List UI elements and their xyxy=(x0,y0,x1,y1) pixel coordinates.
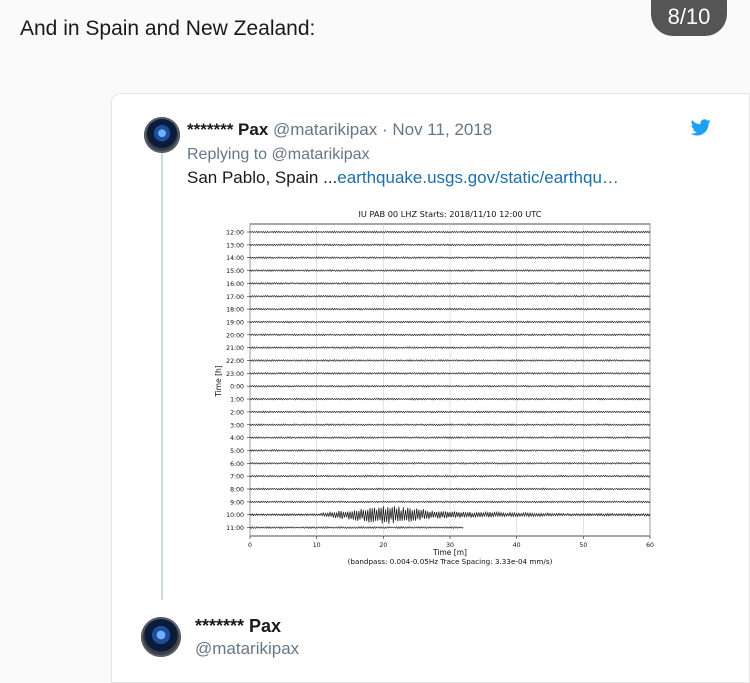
replying-mention[interactable]: @matarikipax xyxy=(271,146,370,163)
next-tweet-author-name[interactable]: ******* Pax xyxy=(195,616,282,636)
y-tick-label: 14:00 xyxy=(226,255,244,262)
thread-connector-line xyxy=(161,150,163,600)
avatar[interactable] xyxy=(144,117,180,153)
chart-xlabel: Time [m] xyxy=(432,548,467,557)
twitter-bird-icon[interactable] xyxy=(691,119,711,136)
x-tick-label: 50 xyxy=(579,542,587,549)
seismic-trace-800 xyxy=(249,487,651,491)
seismic-trace-2000 xyxy=(249,333,651,337)
y-tick-label: 6:00 xyxy=(230,461,244,468)
y-tick-label: 7:00 xyxy=(230,474,244,481)
y-tick-label: 5:00 xyxy=(230,448,244,455)
tweet-text-prefix: San Pablo, Spain ... xyxy=(187,168,338,187)
seismic-trace-200 xyxy=(249,410,651,414)
seismic-trace-300 xyxy=(249,423,651,427)
seismic-trace-1200 xyxy=(249,230,651,234)
seismic-trace-2100 xyxy=(249,346,651,350)
x-tick-label: 30 xyxy=(446,542,454,549)
next-tweet-author-handle[interactable]: @matarikipax xyxy=(195,639,300,658)
seismic-trace-700 xyxy=(249,474,651,478)
avatar[interactable] xyxy=(141,617,181,657)
tweet-author-handle[interactable]: @matarikipax xyxy=(273,120,378,139)
y-tick-label: 19:00 xyxy=(226,319,244,326)
x-tick-label: 20 xyxy=(379,542,387,549)
seismic-trace-400 xyxy=(249,436,651,440)
tweet-link[interactable]: earthquake.usgs.gov/static/earthqu… xyxy=(337,168,619,187)
chart-subtitle: (bandpass: 0.004-0.05Hz Trace Spacing: 3… xyxy=(348,557,553,566)
y-tick-label: 20:00 xyxy=(226,332,244,339)
chart-ylabel: Time [h] xyxy=(214,365,223,397)
seismic-trace-100 xyxy=(249,397,651,401)
tweet-text: San Pablo, Spain ...earthquake.usgs.gov/… xyxy=(187,168,619,188)
page-counter-badge: 8/10 xyxy=(651,0,727,36)
y-tick-label: 22:00 xyxy=(226,358,244,365)
seismic-trace-1700 xyxy=(249,294,651,298)
seismogram-chart: IU PAB 00 LHZ Starts: 2018/11/10 12:00 U… xyxy=(214,209,654,566)
seismic-trace-1600 xyxy=(249,281,651,285)
y-tick-label: 21:00 xyxy=(226,345,244,352)
y-tick-label: 9:00 xyxy=(230,499,244,506)
seismic-trace-1500 xyxy=(249,269,651,273)
x-tick-label: 10 xyxy=(313,542,321,549)
y-tick-label: 13:00 xyxy=(226,242,244,249)
replying-to-line: Replying to @matarikipax xyxy=(187,146,370,164)
seismic-trace-1800 xyxy=(249,307,651,311)
y-tick-label: 0:00 xyxy=(230,384,244,391)
x-tick-label: 60 xyxy=(646,542,654,549)
tweet-separator: · xyxy=(381,120,388,139)
tweet-header: ******* Pax @matarikipax · Nov 11, 2018 xyxy=(187,120,492,140)
seismic-trace-1400 xyxy=(249,256,651,260)
chart-title: IU PAB 00 LHZ Starts: 2018/11/10 12:00 U… xyxy=(358,209,541,219)
seismogram-chart-image[interactable]: IU PAB 00 LHZ Starts: 2018/11/10 12:00 U… xyxy=(205,201,663,571)
y-tick-label: 11:00 xyxy=(226,525,244,532)
seismic-trace-1900 xyxy=(249,320,651,324)
intro-text: And in Spain and New Zealand: xyxy=(20,17,316,40)
seismic-trace-2200 xyxy=(249,359,651,362)
seismic-trace-1300 xyxy=(249,243,651,247)
quoted-tweet-card[interactable] xyxy=(111,93,750,683)
x-tick-label: 0 xyxy=(248,542,252,549)
seismic-trace-2300 xyxy=(249,371,651,375)
seismic-trace-900 xyxy=(249,500,651,504)
y-tick-label: 1:00 xyxy=(230,397,244,404)
y-tick-label: 10:00 xyxy=(226,512,244,519)
y-tick-label: 12:00 xyxy=(226,230,244,237)
x-tick-label: 40 xyxy=(513,542,521,549)
y-tick-label: 16:00 xyxy=(226,281,244,288)
seismic-trace-1000 xyxy=(249,506,651,524)
y-tick-label: 3:00 xyxy=(230,422,244,429)
seismic-trace-000 xyxy=(249,384,651,388)
y-tick-label: 4:00 xyxy=(230,435,244,442)
seismic-trace-600 xyxy=(249,461,651,465)
y-tick-label: 2:00 xyxy=(230,409,244,416)
seismic-trace-1100 xyxy=(249,526,464,530)
y-tick-label: 8:00 xyxy=(230,487,244,494)
y-tick-label: 18:00 xyxy=(226,307,244,314)
y-tick-label: 15:00 xyxy=(226,268,244,275)
tweet-author-name[interactable]: ******* Pax xyxy=(187,120,269,139)
tweet-date[interactable]: Nov 11, 2018 xyxy=(392,120,493,139)
y-tick-label: 17:00 xyxy=(226,294,244,301)
seismic-trace-500 xyxy=(249,448,651,452)
y-tick-label: 23:00 xyxy=(226,371,244,378)
replying-prefix: Replying to xyxy=(187,146,268,163)
